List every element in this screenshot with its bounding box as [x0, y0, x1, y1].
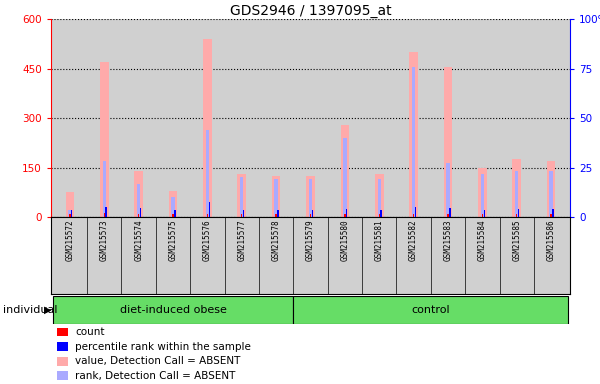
- Bar: [449, 208, 451, 217]
- Bar: [238, 174, 246, 217]
- Bar: [341, 125, 349, 217]
- Bar: [409, 52, 418, 217]
- Bar: [206, 130, 209, 217]
- Bar: [172, 214, 174, 217]
- Bar: [380, 210, 382, 217]
- Bar: [312, 210, 313, 217]
- Bar: [552, 209, 554, 217]
- Bar: [343, 138, 347, 217]
- Bar: [344, 214, 346, 217]
- Bar: [169, 190, 178, 217]
- Bar: [103, 161, 106, 217]
- Text: GSM215573: GSM215573: [100, 219, 109, 261]
- Bar: [241, 214, 242, 217]
- Bar: [272, 176, 280, 217]
- Bar: [447, 214, 449, 217]
- Bar: [481, 174, 484, 217]
- Text: rank, Detection Call = ABSENT: rank, Detection Call = ABSENT: [75, 371, 235, 381]
- Bar: [138, 214, 139, 217]
- Bar: [484, 210, 485, 217]
- Text: individual: individual: [3, 305, 58, 315]
- Text: GSM215584: GSM215584: [478, 219, 487, 261]
- Text: GSM215582: GSM215582: [409, 219, 418, 261]
- Text: GSM215583: GSM215583: [443, 219, 452, 261]
- Bar: [68, 210, 71, 217]
- Bar: [100, 62, 109, 217]
- Bar: [134, 171, 143, 217]
- Text: ▶: ▶: [44, 305, 52, 315]
- Bar: [69, 214, 71, 217]
- Text: GSM215575: GSM215575: [169, 219, 178, 261]
- Bar: [413, 214, 415, 217]
- Bar: [518, 209, 520, 217]
- Bar: [53, 296, 293, 324]
- Bar: [275, 214, 277, 217]
- Bar: [415, 207, 416, 217]
- Bar: [516, 214, 517, 217]
- Bar: [306, 176, 315, 217]
- Bar: [512, 159, 521, 217]
- Bar: [412, 67, 415, 217]
- Bar: [209, 202, 210, 217]
- Text: value, Detection Call = ABSENT: value, Detection Call = ABSENT: [75, 356, 241, 366]
- Text: control: control: [412, 305, 450, 315]
- Bar: [293, 296, 568, 324]
- Text: GSM215577: GSM215577: [237, 219, 246, 261]
- Text: GSM215572: GSM215572: [65, 219, 74, 261]
- Bar: [478, 167, 487, 217]
- Text: GSM215580: GSM215580: [340, 219, 349, 261]
- Text: GSM215579: GSM215579: [306, 219, 315, 261]
- Bar: [277, 210, 279, 217]
- Bar: [174, 210, 176, 217]
- Bar: [65, 192, 74, 217]
- Bar: [346, 209, 347, 217]
- Bar: [550, 171, 553, 217]
- Text: diet-induced obese: diet-induced obese: [119, 305, 226, 315]
- Bar: [140, 208, 141, 217]
- Text: count: count: [75, 327, 104, 337]
- Bar: [550, 214, 552, 217]
- Text: GSM215578: GSM215578: [272, 219, 281, 261]
- Text: GSM215581: GSM215581: [375, 219, 384, 261]
- Bar: [137, 184, 140, 217]
- Bar: [446, 162, 450, 217]
- Bar: [379, 214, 380, 217]
- Bar: [377, 179, 381, 217]
- Bar: [206, 214, 208, 217]
- Bar: [106, 207, 107, 217]
- Text: GSM215574: GSM215574: [134, 219, 143, 261]
- Bar: [171, 197, 175, 217]
- Text: GSM215576: GSM215576: [203, 219, 212, 261]
- Bar: [274, 179, 278, 217]
- Bar: [310, 214, 311, 217]
- Bar: [309, 179, 312, 217]
- Bar: [104, 213, 105, 217]
- Bar: [375, 174, 383, 217]
- Text: GSM215586: GSM215586: [547, 219, 556, 261]
- Bar: [443, 67, 452, 217]
- Title: GDS2946 / 1397095_at: GDS2946 / 1397095_at: [230, 4, 391, 18]
- Text: GSM215585: GSM215585: [512, 219, 521, 261]
- Bar: [482, 214, 483, 217]
- Bar: [243, 210, 244, 217]
- Bar: [515, 171, 518, 217]
- Bar: [547, 161, 556, 217]
- Bar: [203, 39, 212, 217]
- Text: percentile rank within the sample: percentile rank within the sample: [75, 341, 251, 351]
- Bar: [240, 177, 244, 217]
- Bar: [71, 210, 73, 217]
